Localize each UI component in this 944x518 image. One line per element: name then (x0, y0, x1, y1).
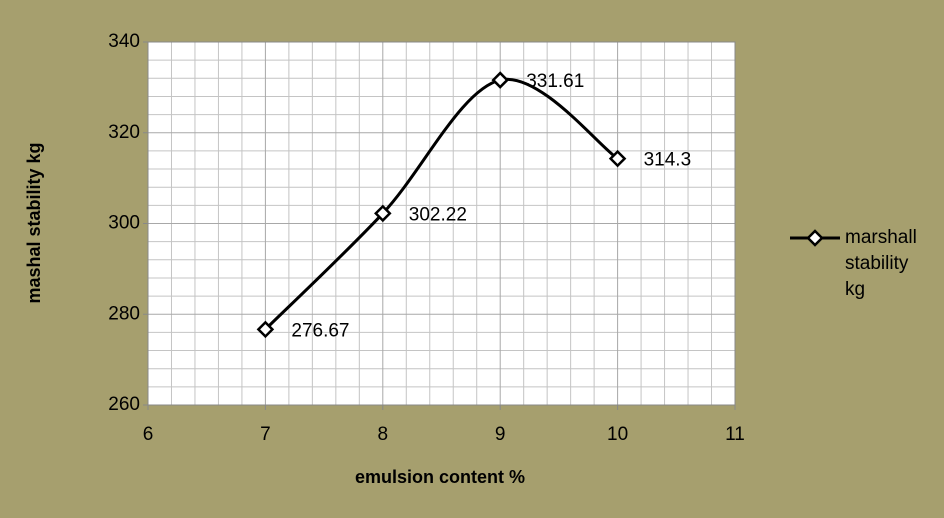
data-label: 276.67 (291, 320, 349, 341)
data-label: 314.3 (644, 150, 692, 171)
point-marker (491, 71, 509, 89)
legend-marker (806, 229, 824, 247)
data-label: 331.61 (526, 71, 584, 92)
y-tick-label: 340 (108, 31, 140, 52)
y-axis-title: mashal stability kg (24, 142, 44, 303)
x-axis-title: emulsion content % (355, 467, 525, 487)
series-line (264, 77, 619, 331)
x-tick-label: 11 (725, 424, 745, 445)
y-tick-label: 320 (108, 122, 140, 143)
point-marker (256, 320, 275, 339)
point-marker (374, 204, 392, 223)
x-tick-label: 9 (495, 424, 506, 445)
x-tick-label: 7 (260, 424, 271, 445)
y-tick-label: 260 (108, 394, 140, 415)
legend-label: marshall stability kg (845, 227, 917, 300)
x-tick-label: 10 (607, 424, 628, 445)
y-tick-label: 280 (108, 303, 140, 324)
point-marker (608, 149, 627, 168)
x-tick-label: 8 (378, 424, 389, 445)
data-label: 302.22 (409, 204, 467, 225)
x-tick-label: 6 (143, 424, 154, 445)
y-tick-label: 300 (108, 213, 140, 234)
plot-border (147, 41, 736, 406)
